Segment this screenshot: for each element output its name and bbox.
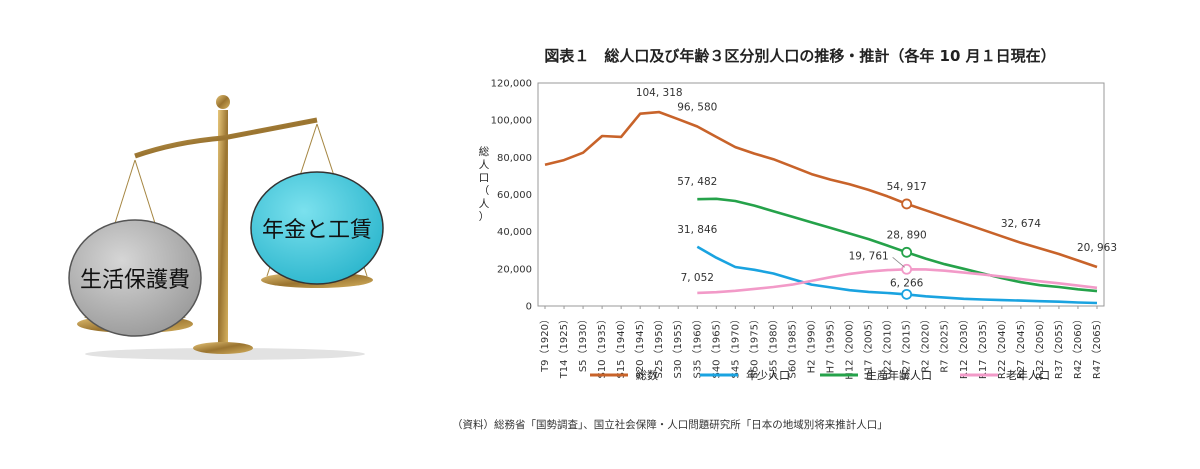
x-tick-label: T14（1925）	[558, 314, 570, 379]
data-label: 20, 963	[1077, 242, 1117, 254]
scale-beam	[134, 117, 318, 159]
x-tick-label: S30（1955）	[672, 314, 684, 379]
plot-frame	[537, 82, 1105, 307]
balance-scale-illustration: 生活保護費 年金と工賃	[68, 95, 384, 360]
left-bubble-label: 生活保護費	[80, 268, 190, 293]
scale-shadow	[85, 348, 365, 360]
y-axis-ticks: 0 20,000 40,000 60,000 80,000 100,000 120,000	[491, 79, 532, 313]
x-tick-label: H2（1990）	[805, 314, 817, 373]
scale-pole	[218, 110, 228, 345]
data-label: 57, 482	[677, 176, 717, 188]
x-tick-label: H22（2010）	[882, 314, 894, 380]
series-line-1	[696, 245, 1098, 305]
highlight-marker	[901, 198, 913, 210]
x-tick-label: T9（1920）	[539, 314, 551, 373]
x-tick-label: H7（1995）	[825, 314, 837, 373]
y-tick-label: 80,000	[497, 153, 532, 164]
x-tick-label: R42（2060）	[1072, 314, 1084, 379]
y-tick-label: 40,000	[497, 227, 532, 238]
x-tick-label: S20（1945）	[634, 314, 646, 379]
x-tick-label: S45（1970）	[729, 314, 741, 379]
data-label: 54, 917	[887, 181, 927, 193]
highlight-marker	[901, 246, 913, 258]
x-tick-label: R37（2055）	[1053, 314, 1065, 379]
x-tick-label: R2（2020）	[920, 314, 932, 373]
y-tick-label: 0	[526, 302, 532, 313]
right-bubble-label: 年金と工賃	[262, 218, 372, 243]
x-tick-label: R22（2040）	[996, 314, 1008, 379]
data-label: 96, 580	[677, 102, 717, 114]
data-label: 19, 761	[849, 250, 889, 262]
data-label: 28, 890	[887, 229, 927, 241]
scale-base	[193, 342, 253, 354]
legend-label-1: 年少人口	[746, 368, 790, 382]
y-tick-label: 100,000	[491, 116, 532, 127]
series-line-3	[697, 268, 1098, 295]
y-axis-label-char: ）	[479, 211, 490, 223]
y-axis-label-char: 人	[479, 159, 490, 171]
highlight-marker	[901, 288, 913, 300]
legend-label-2: 生産年齢人口	[866, 368, 932, 382]
x-tick-label: R27（2045）	[1015, 314, 1027, 379]
data-label: 104, 318	[636, 87, 683, 99]
x-tick-label: R7（2025）	[939, 314, 951, 373]
x-tick-label: R32（2050）	[1034, 314, 1046, 379]
x-tick-label: S5（1930）	[577, 314, 589, 372]
x-tick-label: R47（2065）	[1091, 314, 1103, 379]
data-labels: 104, 318 96, 580 54, 917 32, 674 20, 963 57, …	[636, 87, 1117, 289]
x-tick-label: R17（2035）	[977, 314, 989, 379]
x-tick-label: H27（2015）	[901, 314, 913, 380]
x-tick-label: H17（2005）	[863, 314, 875, 380]
series-lines	[544, 110, 1098, 305]
legend-label-3: 老年人口	[1006, 368, 1050, 382]
x-tick-label: S15（1940）	[615, 314, 627, 379]
x-tick-label: H12（2000）	[844, 314, 856, 380]
legend: 総数 年少人口 生産年齢人口 老年人口	[590, 368, 1050, 382]
y-tick-label: 120,000	[491, 79, 532, 90]
population-chart: 図表１ 総人口及び年齢３区分別人口の推移・推計（各年 10 月１日現在） 総人口…	[452, 47, 1117, 431]
x-tick-label: R12（2030）	[958, 314, 970, 379]
y-axis-label: 総人口（人）	[479, 145, 490, 223]
y-tick-label: 60,000	[497, 190, 532, 201]
data-label: 7, 052	[681, 272, 714, 284]
left-bubble: 生活保護費	[68, 219, 202, 337]
data-label: 32, 674	[1001, 218, 1041, 230]
x-tick-label: S35（1960）	[691, 314, 703, 379]
right-bubble: 年金と工賃	[250, 171, 384, 285]
data-label: 6, 266	[890, 277, 924, 289]
x-tick-label: S40（1965）	[710, 314, 722, 379]
y-axis-label-char: 人	[479, 198, 490, 210]
source-note: （資料）総務省「国勢調査」、国立社会保障・人口問題研究所「日本の地域別将来推計人…	[452, 418, 888, 431]
scale-finial	[216, 95, 230, 109]
legend-label-0: 総数	[636, 368, 658, 382]
x-tick-label: S25（1950）	[653, 314, 665, 379]
x-axis-ticks: T9（1920） T14（1925） S5（1930） S10（1935） S15（19…	[539, 306, 1103, 380]
y-tick-label: 20,000	[497, 264, 532, 275]
series-line-2	[697, 197, 1098, 293]
y-axis-label-char: 口	[479, 172, 490, 184]
series-line-0	[544, 110, 1098, 269]
data-label: 31, 846	[677, 224, 717, 236]
chart-title: 図表１ 総人口及び年齢３区分別人口の推移・推計（各年 10 月１日現在）	[544, 47, 1055, 65]
y-axis-label-char: （	[479, 185, 490, 197]
y-axis-label-char: 総	[479, 145, 490, 158]
x-tick-label: S60（1985）	[786, 314, 798, 379]
annotation-leader	[892, 256, 905, 268]
x-tick-label: S50（1975）	[748, 314, 760, 379]
x-tick-label: S10（1935）	[596, 314, 608, 379]
x-tick-label: S55（1980）	[767, 314, 779, 379]
